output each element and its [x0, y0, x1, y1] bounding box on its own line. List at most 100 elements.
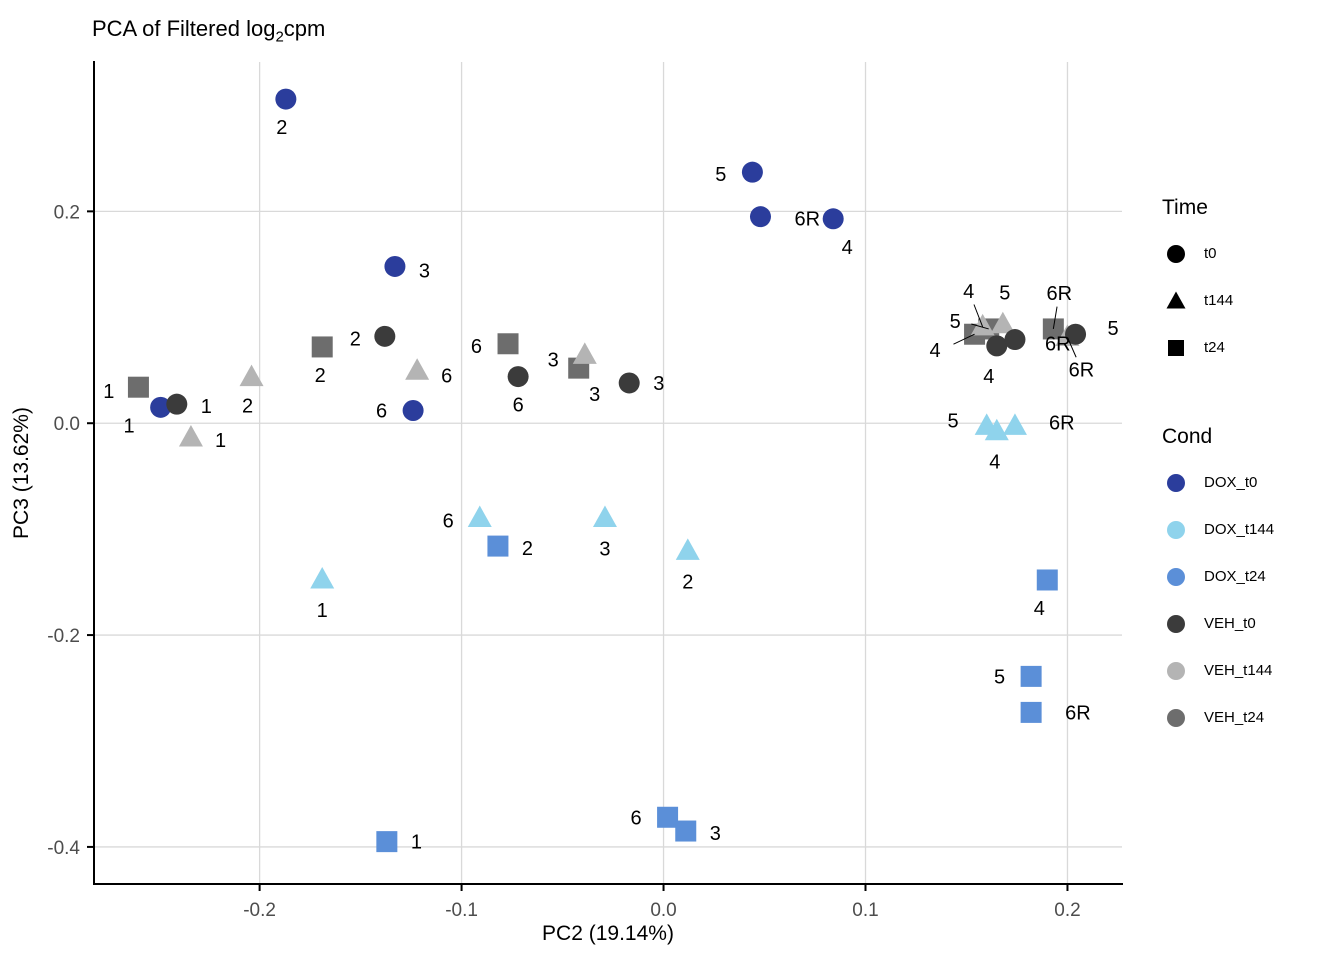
point-DOX_t24-2 — [487, 535, 509, 557]
point-label-VEH_t24-6R: 6R — [1047, 283, 1073, 305]
point-VEH_t0-1 — [166, 393, 188, 415]
point-VEH_t0-2 — [374, 325, 396, 347]
point-DOX_t144-1 — [310, 566, 335, 589]
label-leader-line — [971, 323, 989, 330]
data-points-layer — [127, 88, 1087, 853]
triangle-legend-icon — [1166, 291, 1186, 308]
point-label-DOX_t0-6R: 6R — [794, 209, 820, 231]
point-label-VEH_t144-6R: 6R — [1069, 359, 1095, 381]
point-label-DOX_t144-4: 4 — [989, 452, 1000, 474]
cond-legend-label: VEH_t24 — [1204, 709, 1265, 726]
point-VEH_t0-5 — [1065, 323, 1087, 345]
point-label-VEH_t144-6: 6 — [441, 365, 452, 387]
point-VEH_t24-1 — [127, 376, 149, 398]
point-label-DOX_t144-1: 1 — [317, 600, 328, 622]
point-label-DOX_t144-3: 3 — [599, 539, 610, 561]
point-label-DOX_t24-6: 6 — [630, 807, 641, 829]
x-tick-label: 0.2 — [1054, 900, 1080, 921]
time-legend-label: t0 — [1204, 245, 1217, 262]
point-label-VEH_t0-3: 3 — [653, 373, 664, 395]
point-VEH_t0-3 — [618, 372, 640, 394]
point-label-VEH_t24-5: 5 — [950, 311, 961, 333]
point-label-DOX_t24-5: 5 — [994, 666, 1005, 688]
time-legend-swatch — [1162, 287, 1190, 315]
point-DOX_t24-3 — [675, 820, 697, 842]
cond-legend-swatch — [1162, 563, 1190, 591]
point-VEH_t144-4 — [970, 313, 995, 336]
cond-legend-item-DOX_t0: DOX_t0 — [1162, 459, 1342, 506]
label-leader-line — [1052, 306, 1058, 330]
point-label-VEH_t144-5: 5 — [999, 283, 1010, 305]
point-DOX_t144-2 — [675, 538, 700, 560]
point-DOX_t24-6R — [1020, 701, 1042, 723]
cond-legend-swatch — [1162, 469, 1190, 497]
time-legend-label: t24 — [1204, 339, 1225, 356]
point-VEH_t0-4 — [986, 335, 1008, 357]
point-VEH_t144-1 — [178, 425, 203, 447]
time-legend-title: Time — [1162, 196, 1208, 219]
circle-legend-icon — [1167, 473, 1185, 492]
time-legend-item-t0: t0 — [1162, 230, 1342, 277]
point-label-VEH_t144-3: 3 — [548, 349, 559, 371]
point-label-VEH_t24-6: 6 — [471, 336, 482, 358]
x-tick-label: -0.1 — [445, 900, 478, 921]
point-label-VEH_t24-2: 2 — [315, 365, 326, 387]
point-label-VEH_t0-2: 2 — [350, 328, 361, 350]
cond-legend-swatch — [1162, 657, 1190, 685]
y-tick-label: -0.4 — [47, 838, 80, 859]
point-label-DOX_t144-6: 6 — [443, 511, 454, 533]
x-tick-label: -0.2 — [243, 900, 276, 921]
cond-legend-swatch — [1162, 516, 1190, 544]
label-leader-line — [1067, 337, 1077, 358]
cond-legend-item-VEH_t0: VEH_t0 — [1162, 600, 1342, 647]
y-axis-title: PC3 (13.62%) — [10, 407, 33, 539]
point-DOX_t24-5 — [1020, 665, 1042, 687]
point-label-DOX_t0-4: 4 — [842, 237, 853, 259]
time-legend-item-t24: t24 — [1162, 324, 1342, 371]
time-legend-label: t144 — [1204, 292, 1234, 309]
point-label-VEH_t24-3: 3 — [589, 384, 600, 406]
cond-legend-swatch — [1162, 610, 1190, 638]
x-tick-label: 0.1 — [852, 900, 878, 921]
point-label-DOX_t24-2: 2 — [522, 538, 533, 560]
circle-legend-icon — [1167, 614, 1185, 633]
point-DOX_t24-6 — [657, 806, 679, 828]
point-label-VEH_t144-2: 2 — [242, 396, 253, 418]
x-axis-title: PC2 (19.14%) — [542, 922, 674, 945]
point-DOX_t144-3 — [592, 505, 617, 528]
square-legend-icon — [1168, 339, 1184, 356]
point-label-DOX_t144-5: 5 — [948, 410, 959, 432]
point-label-VEH_t0-1: 1 — [201, 396, 212, 418]
plot-title-suffix: cpm — [283, 16, 326, 41]
point-DOX_t24-1 — [376, 831, 398, 853]
point-label-DOX_t24-6R: 6R — [1065, 702, 1091, 724]
point-label-VEH_t24-4: 4 — [929, 340, 940, 362]
point-DOX_t144-6 — [467, 505, 492, 528]
cond-legend-label: VEH_t0 — [1204, 615, 1256, 632]
plot-title-subscript: 2 — [275, 28, 284, 46]
cond-legend-label: VEH_t144 — [1204, 662, 1273, 679]
time-legend-swatch — [1162, 240, 1190, 268]
point-label-DOX_t0-2: 2 — [276, 117, 287, 139]
time-legend-item-t144: t144 — [1162, 277, 1342, 324]
point-label-VEH_t144-1: 1 — [215, 430, 226, 452]
plot-title: PCA of Filtered log2cpm — [92, 16, 325, 45]
circle-legend-icon — [1167, 567, 1185, 586]
point-VEH_t0-6 — [507, 366, 529, 388]
x-tick-label: 0.0 — [650, 900, 676, 921]
point-VEH_t144-5 — [990, 311, 1015, 334]
point-label-DOX_t0-1: 1 — [124, 415, 135, 437]
cond-legend-label: DOX_t24 — [1204, 568, 1266, 585]
point-DOX_t0-3 — [384, 255, 406, 277]
point-DOX_t0-6 — [402, 400, 424, 422]
point-label-DOX_t24-3: 3 — [710, 823, 721, 845]
point-label-DOX_t0-5: 5 — [715, 164, 726, 186]
point-label-VEH_t0-4: 4 — [983, 366, 994, 388]
point-label-DOX_t144-2: 2 — [682, 571, 693, 593]
point-label-VEH_t144-4: 4 — [963, 281, 974, 303]
cond-legend-item-DOX_t144: DOX_t144 — [1162, 506, 1342, 553]
cond-legend-title: Cond — [1162, 425, 1213, 448]
cond-legend-item-DOX_t24: DOX_t24 — [1162, 553, 1342, 600]
